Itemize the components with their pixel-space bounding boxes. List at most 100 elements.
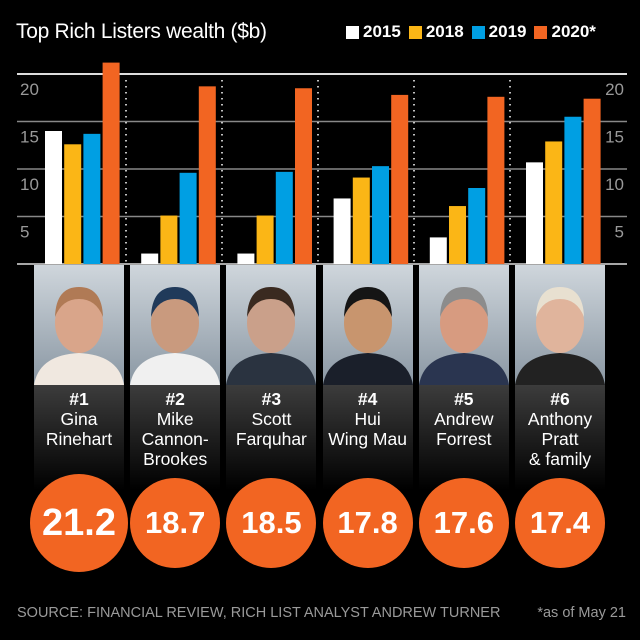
person-photo [418, 265, 509, 385]
legend-label: 2018 [425, 22, 464, 41]
wealth-badge: 17.6 [418, 478, 509, 568]
y-tick-label-left: 20 [20, 80, 39, 99]
person-photo [515, 265, 605, 385]
y-tick-label-right: 20 [605, 80, 624, 99]
bar-2020-4 [391, 94, 409, 265]
person-name-line: Farquhar [235, 429, 307, 449]
bar-2019-6 [564, 116, 582, 264]
portrait-image [130, 287, 221, 385]
person-name: #2 Mike Cannon- Brookes [126, 389, 224, 469]
bar-2020-1 [102, 62, 120, 264]
legend-swatch [408, 25, 422, 39]
person-name-line: Wing Mau [328, 429, 407, 449]
name-panel [226, 385, 317, 490]
wealth-value: 18.5 [241, 505, 302, 540]
portrait-image [322, 287, 413, 385]
name-panel [515, 385, 605, 490]
bar-2018-4 [352, 177, 370, 264]
bar-2015-2 [141, 253, 159, 264]
bar-2015-4 [333, 198, 351, 264]
wealth-value: 17.6 [433, 505, 494, 540]
rank-label: #1 [69, 389, 89, 409]
y-tick-label-left: 15 [20, 128, 39, 147]
bar-2015-5 [429, 237, 447, 264]
bar-2018-5 [449, 206, 466, 264]
person-photo [322, 265, 413, 385]
bar-2020-3 [295, 88, 312, 264]
bar-2019-5 [468, 188, 486, 264]
rank-label: #6 [550, 389, 570, 409]
person-name-line: Mike [156, 409, 194, 429]
y-tick-label-left: 10 [20, 175, 39, 194]
bar-2018-2 [160, 215, 178, 264]
person-name-line: Cannon- [141, 429, 209, 449]
person-photo [226, 265, 317, 385]
bar-2018-3 [256, 215, 274, 264]
person-name-line: Andrew [434, 409, 494, 429]
legend-item-2019: 2019 [471, 22, 527, 42]
portrait-image [226, 287, 317, 385]
y-tick-label-right: 10 [605, 175, 624, 194]
legend-label: 2019 [488, 22, 527, 41]
person-photo [130, 265, 221, 385]
bar-2018-6 [545, 141, 563, 264]
legend-label: 2020* [551, 22, 596, 41]
bar-2019-2 [179, 172, 197, 264]
wealth-value: 17.4 [529, 505, 591, 540]
rank-label: #5 [454, 389, 474, 409]
bar-2019-4 [372, 166, 389, 264]
bar-2015-1 [45, 131, 62, 264]
bar-chart: 5 5 10 10 15 15 20 20 [17, 62, 627, 265]
source-note: SOURCE: FINANCIAL REVIEW, RICH LIST ANAL… [17, 605, 501, 621]
person-name-line: Forrest [436, 429, 492, 449]
person-name-line: Gina [60, 409, 98, 429]
portrait-image [34, 287, 124, 385]
person-name-line: Scott [251, 409, 292, 429]
person-name: #6 Anthony Pratt & family [511, 389, 609, 469]
person-column: #6 Anthony Pratt & family [515, 265, 605, 490]
person-column: #5 Andrew Forrest [418, 265, 509, 490]
rank-label: #3 [261, 389, 282, 409]
bar-2015-3 [237, 253, 255, 264]
wealth-badge: 21.2 [30, 474, 128, 572]
bar-2019-3 [275, 171, 293, 264]
person-photo [34, 265, 124, 385]
person-name: #5 Andrew Forrest [415, 389, 513, 449]
name-panel [322, 385, 413, 490]
person-name-line: Brookes [143, 449, 208, 469]
legend-swatch [471, 25, 485, 39]
person-name-line: Rinehart [45, 429, 113, 449]
y-tick-label-right: 5 [615, 223, 624, 242]
person-name-line: Anthony [527, 409, 593, 429]
bar-2020-2 [198, 86, 216, 264]
legend-item-2020: 2020* [534, 22, 596, 42]
wealth-value: 17.8 [337, 505, 398, 540]
chart-title: Top Rich Listers wealth ($b) [16, 20, 267, 43]
name-panel [418, 385, 509, 490]
legend-label: 2015 [363, 22, 401, 41]
name-panel [34, 385, 124, 490]
legend-swatch [346, 25, 359, 39]
person-name-line: Pratt [541, 429, 579, 449]
wealth-badge: 18.5 [226, 478, 317, 568]
person-name: #3 Scott Farquhar [222, 389, 320, 449]
y-tick-label-right: 15 [605, 128, 624, 147]
person-column: #1 Gina Rinehart [34, 265, 124, 490]
bar-2018-1 [64, 144, 82, 264]
person-column: #4 Hui Wing Mau [322, 265, 413, 490]
bar-2015-6 [526, 162, 543, 264]
wealth-badge: 17.8 [322, 478, 413, 568]
name-panel [130, 385, 221, 490]
person-column: #3 Scott Farquhar [226, 265, 317, 490]
wealth-value: 21.2 [42, 501, 116, 544]
bar-2019-1 [83, 133, 101, 264]
rank-label: #2 [165, 389, 185, 409]
bar-2020-6 [583, 98, 601, 264]
person-name-line: & family [528, 449, 592, 469]
wealth-badge: 17.4 [515, 478, 605, 568]
rank-label: #4 [357, 389, 378, 409]
date-note: *as of May 21 [537, 605, 626, 621]
portrait-image [515, 287, 605, 385]
y-tick-label-left: 5 [20, 223, 29, 242]
portrait-image [418, 287, 509, 385]
